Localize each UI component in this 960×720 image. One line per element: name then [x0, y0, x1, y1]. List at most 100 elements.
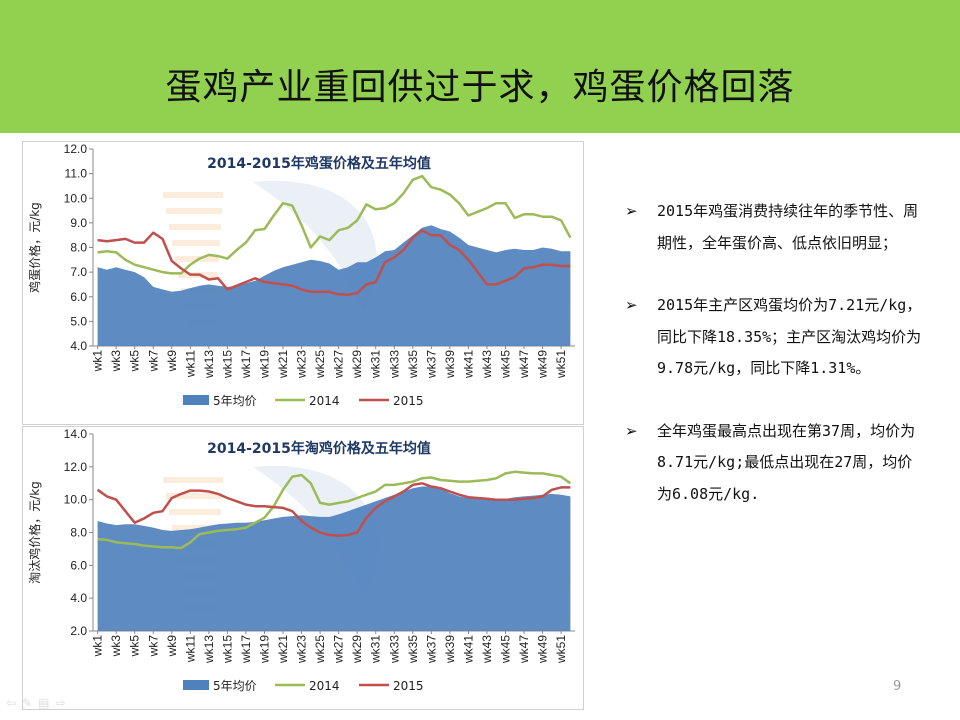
x-tick-label: wk13 — [202, 635, 216, 664]
legend-label: 2014 — [309, 679, 340, 693]
x-tick-label: wk47 — [517, 350, 531, 379]
x-tick-label: wk45 — [499, 635, 513, 664]
x-tick-label: wk47 — [517, 635, 531, 664]
back-arrow-icon[interactable]: ⇦ — [6, 696, 23, 710]
y-axis-label: 鸡蛋价格，元/kg — [27, 202, 42, 293]
y-tick-label: 12.0 — [64, 142, 88, 156]
x-tick-label: wk7 — [146, 350, 160, 373]
bullet-item: ➢ 2015年主产区鸡蛋均价为7.21元/kg，同比下降18.35%；主产区淘汰… — [625, 290, 925, 385]
chart-title: 2014-2015年淘鸡价格及五年均值 — [207, 440, 431, 457]
x-tick-label: wk3 — [109, 350, 123, 373]
watermark-stripe — [166, 493, 222, 499]
watermark-stripe — [166, 208, 222, 214]
arrow-bullet-icon: ➢ — [625, 296, 638, 314]
legend-swatch — [183, 395, 209, 405]
y-tick-label: 11.0 — [65, 167, 88, 181]
y-tick-label: 4.0 — [70, 339, 87, 353]
watermark-swoosh — [253, 465, 377, 597]
y-tick-label: 5.0 — [70, 314, 87, 328]
x-tick-label: wk35 — [406, 635, 420, 664]
chart-legend: 5年均价 2014 2015 — [183, 679, 424, 693]
pen-icon[interactable]: ✎ — [22, 696, 39, 710]
y-tick-label: 2.0 — [70, 624, 87, 638]
x-tick-label: wk9 — [165, 350, 179, 373]
x-tick-label: wk23 — [295, 635, 309, 664]
x-tick-label: wk23 — [295, 350, 309, 379]
egg-price-chart-svg: 4.0 5.0 6.0 7.0 8.0 9.0 10.0 11.0 12.0 鸡蛋价格，元/kg w… — [27, 142, 575, 408]
slide-nav-icons[interactable]: ⇦✎▤⇨ — [6, 696, 72, 710]
y-tick-label: 7.0 — [70, 265, 87, 279]
x-tick-label: wk43 — [480, 350, 494, 379]
page-number: 9 — [893, 679, 902, 694]
x-tick-label: wk13 — [202, 350, 216, 379]
x-tick-label: wk41 — [461, 350, 475, 379]
watermark-stripe — [172, 240, 220, 246]
x-tick-label: wk19 — [258, 635, 272, 664]
watermark-stripe — [169, 509, 221, 515]
x-tick-label: wk21 — [276, 635, 290, 664]
cull-hen-price-chart-svg: 2.0 4.0 6.0 8.0 10.0 12.0 14.0 淘汰鸡价格，元/kg wk1 wk3… — [27, 427, 575, 693]
x-tick-label: wk41 — [461, 635, 475, 664]
bullet-text: 全年鸡蛋最高点出现在第37周，均价为8.71元/kg;最低点出现在27周，均价为… — [657, 421, 916, 503]
y-tick-label: 10.0 — [64, 191, 88, 205]
legend-label: 2015 — [393, 394, 424, 408]
bullet-list: ➢ 2015年鸡蛋消费持续往年的季节性、周期性，全年蛋价高、低点依旧明显； ➢ … — [625, 196, 925, 541]
x-tick-label: wk25 — [313, 635, 327, 664]
egg-price-chart: 4.0 5.0 6.0 7.0 8.0 9.0 10.0 11.0 12.0 鸡蛋价格，元/kg w… — [22, 141, 584, 425]
x-tick-label: wk33 — [387, 350, 401, 379]
y-tick-label: 8.0 — [70, 526, 87, 540]
y-tick-label: 9.0 — [70, 216, 87, 230]
x-tick-label: wk21 — [276, 350, 290, 379]
forward-arrow-icon[interactable]: ⇨ — [55, 696, 72, 710]
x-tick-label: wk49 — [536, 350, 550, 379]
y-tick-label: 10.0 — [64, 493, 88, 507]
x-tick-label: wk43 — [480, 635, 494, 664]
y-tick-label: 4.0 — [70, 591, 87, 605]
legend-label: 5年均价 — [213, 679, 257, 693]
x-tick-label: wk11 — [183, 350, 197, 378]
x-tick-label: wk1 — [91, 635, 105, 658]
x-tick-label: wk3 — [109, 635, 123, 658]
series-line-2015 — [97, 229, 571, 297]
x-tick-label: wk39 — [443, 350, 457, 379]
chart-legend: 5年均价 2014 2015 — [183, 394, 424, 408]
watermark-stripe — [172, 525, 220, 531]
x-tick-label: wk35 — [406, 350, 420, 379]
arrow-bullet-icon: ➢ — [625, 202, 638, 220]
legend-label: 5年均价 — [213, 394, 257, 408]
x-tick-label: wk37 — [424, 635, 438, 664]
x-tick-label: wk27 — [332, 635, 346, 664]
legend-label: 2015 — [393, 679, 424, 693]
x-tick-label: wk17 — [239, 635, 253, 664]
y-tick-label: 8.0 — [70, 241, 87, 255]
x-tick-label: wk5 — [128, 635, 142, 658]
y-tick-label: 6.0 — [70, 558, 87, 572]
x-tick-label: wk17 — [239, 350, 253, 379]
series-line-2015 — [96, 482, 571, 538]
x-tick-label: wk15 — [220, 350, 234, 379]
series-line-2014 — [97, 470, 572, 550]
x-tick-label: wk11 — [183, 635, 197, 663]
watermark-swoosh — [253, 180, 377, 312]
y-tick-label: 14.0 — [64, 427, 88, 441]
x-tick-label: wk51 — [554, 350, 568, 379]
watermark-stripe — [163, 192, 223, 198]
page-title: 蛋鸡产业重回供过于求，鸡蛋价格回落 — [165, 67, 795, 108]
x-tick-label: wk29 — [350, 635, 364, 664]
chart-title: 2014-2015年鸡蛋价格及五年均值 — [207, 155, 431, 172]
series-area-5yr-avg — [97, 486, 571, 631]
x-tick-label: wk37 — [424, 350, 438, 379]
watermark-stripe — [163, 477, 223, 483]
menu-icon[interactable]: ▤ — [38, 696, 56, 710]
y-tick-label: 12.0 — [64, 460, 88, 474]
x-tick-label: wk49 — [536, 635, 550, 664]
x-tick-label: wk27 — [332, 350, 346, 379]
cull-hen-price-chart: 2.0 4.0 6.0 8.0 10.0 12.0 14.0 淘汰鸡价格，元/kg wk1 wk3… — [22, 426, 584, 710]
bullet-item: ➢ 全年鸡蛋最高点出现在第37周，均价为8.71元/kg;最低点出现在27周，均… — [625, 416, 925, 511]
y-axis-label: 淘汰鸡价格，元/kg — [27, 481, 42, 584]
bullet-item: ➢ 2015年鸡蛋消费持续往年的季节性、周期性，全年蛋价高、低点依旧明显； — [625, 196, 925, 259]
x-tick-label: wk1 — [91, 350, 105, 373]
x-tick-label: wk25 — [313, 350, 327, 379]
x-tick-label: wk7 — [146, 635, 160, 658]
x-tick-label: wk33 — [387, 635, 401, 664]
